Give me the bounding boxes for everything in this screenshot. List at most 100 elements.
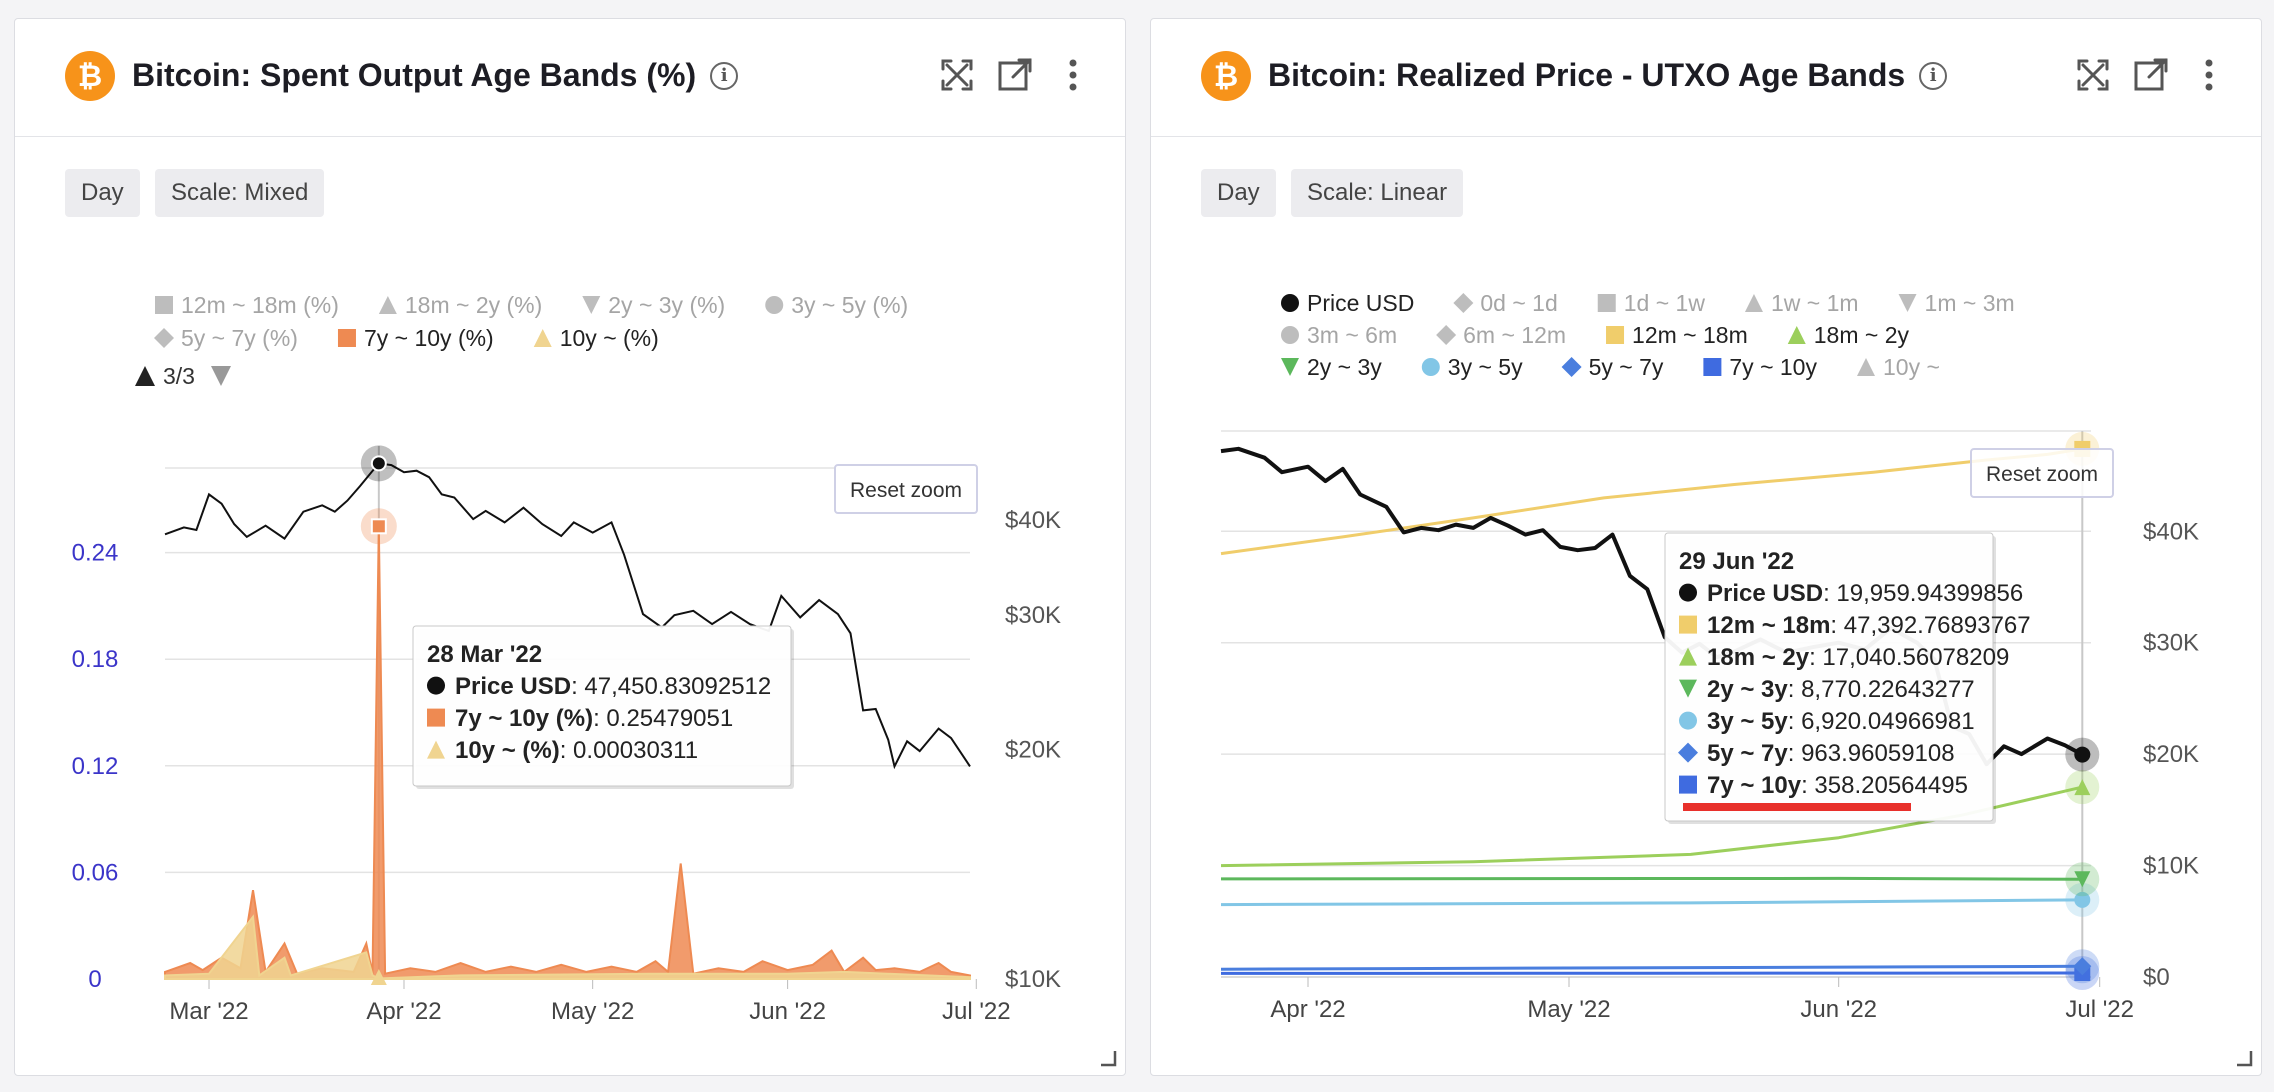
y-right-tick-label: $30K [2143,630,2199,657]
tooltip-row: 12m ~ 18m: 47,392.76893767 [1707,612,2031,639]
legend-marker-triangle-down-icon [582,296,601,314]
y-right-tick-label: $40K [1005,507,1061,534]
x-tick-label: Jul '22 [2065,996,2134,1023]
more-vertical-icon[interactable] [2189,55,2229,95]
legend-marker-square-icon [155,296,173,314]
tooltip-row: Price USD: 47,450.83092512 [455,673,771,700]
legend-marker-triangle-down-icon [1898,294,1917,312]
legend-marker-triangle-icon [378,296,397,314]
chip-interval[interactable]: Day [65,169,140,217]
legend-item[interactable]: 2y ~ 3y [1281,354,1382,380]
fullscreen-icon[interactable] [2073,55,2113,95]
legend-label: 2y ~ 3y [1307,354,1382,380]
y-right-tick-label: $20K [2143,741,2199,768]
legend-label: 1d ~ 1w [1624,290,1706,316]
chip-interval[interactable]: Day [1201,169,1276,217]
series-line [1220,898,2083,907]
open-external-icon[interactable] [2131,55,2171,95]
reset-zoom-label: Reset zoom [850,479,962,502]
hover-point-10y [370,969,387,985]
y-right-tick-label: $30K [1005,602,1061,629]
legend-item[interactable]: 10y ~ [1856,354,1940,380]
panel-title: Bitcoin: Spent Output Age Bands (%) i [132,57,739,94]
legend-marker-triangle-icon [1787,326,1806,344]
legend-label: 5y ~ 7y (%) [181,325,298,351]
fullscreen-icon[interactable] [937,55,977,95]
legend-item[interactable]: 1d ~ 1w [1597,290,1706,316]
tooltip-row: 3y ~ 5y: 6,920.04966981 [1707,708,1975,735]
chart-legend: 12m ~ 18m (%) 18m ~ 2y (%) 2y ~ 3y (%) 3y ~… [154,292,908,351]
reset-zoom-button[interactable]: Reset zoom [834,464,978,514]
legend-label: 7y ~ 10y (%) [364,325,494,351]
x-tick-label: Jun '22 [1800,996,1877,1023]
resize-handle-icon[interactable] [2235,1049,2253,1067]
y-left-tick-label: 0.12 [72,753,119,780]
legend-label: 0d ~ 1d [1480,290,1557,316]
legend-item[interactable]: 2y ~ 3y (%) [582,292,725,318]
series-line [1220,876,2083,881]
legend-label: 3y ~ 5y [1448,354,1523,380]
y-right-tick-label: $10K [1005,966,1061,993]
hover-point-triangle-down-icon [2074,871,2091,888]
info-icon[interactable]: i [710,61,739,90]
open-external-icon[interactable] [995,55,1035,95]
legend-label: 5y ~ 7y [1589,354,1664,380]
legend-item[interactable]: 1w ~ 1m [1744,290,1859,316]
legend-marker-diamond-icon [1561,357,1582,377]
legend-item[interactable]: Price USD [1281,290,1414,316]
legend-item[interactable]: 18m ~ 2y [1787,322,1910,348]
chip-scale[interactable]: Scale: Linear [1291,169,1464,217]
resize-handle-icon[interactable] [1099,1049,1117,1067]
legend-marker-circle-icon [1281,326,1299,344]
legend-marker-circle-icon [1281,294,1299,312]
reset-zoom-button[interactable]: Reset zoom [1970,448,2114,498]
legend-item[interactable]: 12m ~ 18m (%) [155,292,339,318]
tooltip-box [1664,532,1994,822]
legend-item[interactable]: 5y ~ 7y (%) [154,325,298,351]
legend-marker-circle-icon [1421,358,1440,376]
tooltip-row: 7y ~ 10y: 358.20564495 [1707,772,1968,799]
legend-page-up-icon[interactable] [135,366,155,386]
x-tick-label: Jul '22 [942,998,1011,1025]
legend-label: Price USD [1307,290,1414,316]
y-right-tick-label: $20K [1005,736,1061,763]
legend-label: 1m ~ 3m [1925,290,2015,316]
tooltip-row: 10y ~ (%): 0.00030311 [455,737,698,764]
more-vertical-icon[interactable] [1053,55,1093,95]
x-tick-label: May '22 [1527,996,1610,1023]
y-right-tick-label: $0 [2143,964,2170,991]
legend-item[interactable]: 7y ~ 10y [1703,354,1817,380]
chart-tooltip: 29 Jun '22 Price USD: 19,959.94399856 12m … [1664,532,2031,824]
chip-scale[interactable]: Scale: Mixed [155,169,325,217]
legend-item[interactable]: 10y ~ (%) [533,325,659,351]
legend-item[interactable]: 12m ~ 18m [1606,322,1748,348]
legend-label: 10y ~ (%) [560,325,659,351]
legend-item[interactable]: 3m ~ 6m [1281,322,1397,348]
legend-item[interactable]: 1m ~ 3m [1898,290,2015,316]
legend-item[interactable]: 3y ~ 5y [1421,354,1523,380]
legend-label: 6m ~ 12m [1463,322,1566,348]
legend-label: 18m ~ 2y (%) [405,292,542,318]
y-right-tick-label: $10K [2143,853,2199,880]
legend-label: 3m ~ 6m [1307,322,1397,348]
panel-header: ₿ Bitcoin: Spent Output Age Bands (%) i [15,19,1125,137]
hover-point-circle-icon [2074,891,2091,908]
legend-item[interactable]: 5y ~ 7y [1561,354,1664,380]
legend-marker-diamond-icon [1436,325,1457,345]
legend-page-down-icon[interactable] [211,366,231,386]
legend-marker-square-icon [1597,294,1616,312]
area-series [164,526,971,980]
legend-label: 12m ~ 18m (%) [181,292,339,318]
legend-label: 18m ~ 2y [1814,322,1910,348]
legend-item[interactable]: 0d ~ 1d [1453,290,1558,316]
legend-item[interactable]: 18m ~ 2y (%) [378,292,542,318]
legend-item[interactable]: 3y ~ 5y (%) [765,292,908,318]
series-line [1220,964,2083,971]
legend-item[interactable]: 6m ~ 12m [1436,322,1566,348]
info-icon[interactable]: i [1919,61,1948,90]
reset-zoom-box [1970,448,2114,498]
legend-item[interactable]: 7y ~ 10y (%) [337,325,494,351]
x-tick-label: Apr '22 [366,998,441,1025]
tooltip-row: 5y ~ 7y: 963.96059108 [1707,740,1955,767]
legend-label: 1w ~ 1m [1771,290,1859,316]
